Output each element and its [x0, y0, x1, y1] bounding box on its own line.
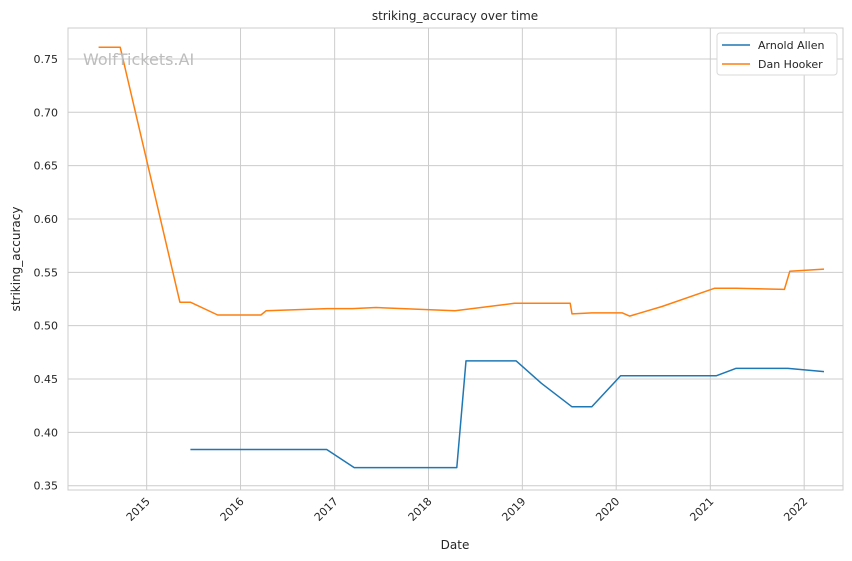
- y-tick-label: 0.50: [34, 320, 59, 333]
- x-tick-label: 2020: [593, 495, 622, 524]
- watermark: WolfTickets.AI: [83, 50, 194, 69]
- y-tick-label: 0.35: [34, 480, 59, 493]
- y-tick-label: 0.60: [34, 213, 59, 226]
- x-axis: 2015 2016 2017 2018 2019 2020 2021 2022: [124, 495, 810, 524]
- chart-title: striking_accuracy over time: [372, 9, 538, 23]
- y-tick-label: 0.45: [34, 373, 59, 386]
- y-tick-label: 0.65: [34, 160, 59, 173]
- x-tick-label: 2017: [312, 495, 341, 524]
- legend-label: Dan Hooker: [758, 58, 823, 71]
- legend: Arnold Allen Dan Hooker: [716, 32, 838, 76]
- x-tick-label: 2016: [218, 495, 247, 524]
- x-tick-label: 2022: [781, 495, 810, 524]
- x-tick-label: 2019: [499, 495, 528, 524]
- series-layer: [98, 46, 825, 469]
- legend-label: Arnold Allen: [758, 39, 824, 52]
- y-tick-label: 0.75: [34, 53, 59, 66]
- y-tick-label: 0.70: [34, 106, 59, 119]
- grid: [68, 28, 843, 490]
- y-tick-label: 0.55: [34, 266, 59, 279]
- plot-area: [67, 27, 844, 491]
- series-line-arnold-allen: [190, 360, 825, 469]
- x-tick-label: 2021: [687, 495, 716, 524]
- y-tick-label: 0.40: [34, 426, 59, 439]
- y-axis-label: striking_accuracy: [9, 207, 23, 312]
- y-axis: 0.35 0.40 0.45 0.50 0.55 0.60 0.65 0.70 0.75: [34, 53, 59, 493]
- series-line-dan-hooker: [98, 46, 825, 317]
- x-tick-label: 2018: [406, 495, 435, 524]
- x-tick-label: 2015: [124, 495, 153, 524]
- x-axis-label: Date: [441, 538, 470, 552]
